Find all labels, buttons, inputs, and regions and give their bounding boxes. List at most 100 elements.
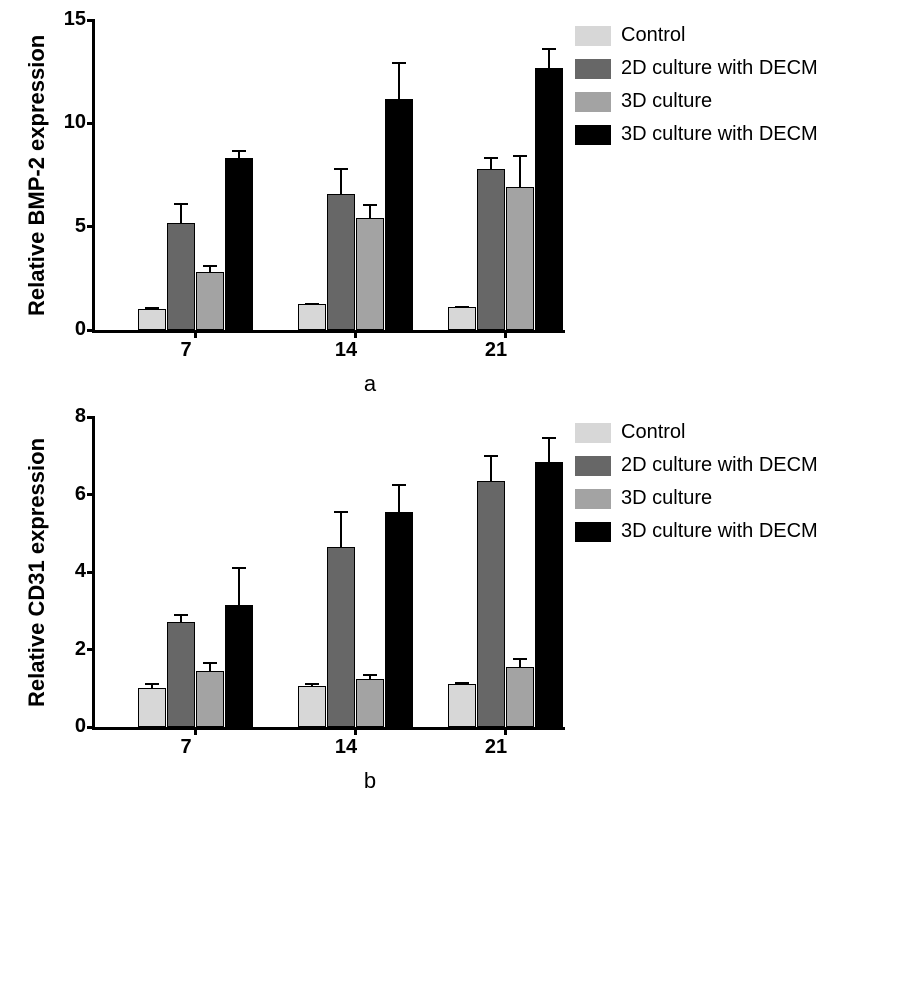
bar xyxy=(225,158,253,330)
error-bar xyxy=(461,682,463,686)
legend-a: Control 2D culture with DECM 3D culture 3D … xyxy=(565,20,818,156)
bar xyxy=(167,223,195,330)
error-bar xyxy=(490,157,492,169)
error-cap xyxy=(455,306,469,308)
x-tick-label: 7 xyxy=(180,736,191,759)
error-bar xyxy=(519,155,521,188)
panel-a: Relative BMP-2 expression 051015 71421 C… xyxy=(20,20,879,397)
legend-swatch xyxy=(575,456,611,476)
x-tick-label: 21 xyxy=(485,339,507,362)
legend-label: 3D culture with DECM xyxy=(621,123,818,146)
y-tick-label: 8 xyxy=(75,406,86,426)
error-cap xyxy=(484,157,498,159)
y-tick-label: 5 xyxy=(75,216,86,236)
plot-area-a xyxy=(92,20,565,333)
error-cap xyxy=(513,155,527,157)
x-tick-label: 14 xyxy=(335,736,357,759)
legend-swatch xyxy=(575,125,611,145)
bar-group xyxy=(298,512,413,727)
y-tick-label: 15 xyxy=(64,9,86,29)
error-bar xyxy=(209,662,211,672)
error-bar xyxy=(311,683,313,687)
error-bar xyxy=(398,484,400,513)
y-tick-label: 0 xyxy=(75,319,86,339)
bar xyxy=(138,309,166,330)
bar xyxy=(448,684,476,727)
y-tick-label: 2 xyxy=(75,639,86,659)
error-cap xyxy=(455,682,469,684)
bar-group xyxy=(138,158,253,330)
legend-b: Control 2D culture with DECM 3D culture 3D … xyxy=(565,417,818,553)
legend-swatch xyxy=(575,489,611,509)
bar xyxy=(196,671,224,727)
x-tick-label: 14 xyxy=(335,339,357,362)
bar xyxy=(225,605,253,727)
plot-area-b xyxy=(92,417,565,730)
bar xyxy=(298,686,326,727)
legend-item: Control xyxy=(575,421,818,444)
error-bar xyxy=(238,150,240,159)
y-tick-mark xyxy=(87,726,95,729)
plot-row-b: 02468 xyxy=(50,417,565,730)
plot-wrap-b: 02468 7 14 21 xyxy=(50,417,565,760)
error-bar xyxy=(311,303,313,305)
bar xyxy=(298,304,326,330)
error-cap xyxy=(542,48,556,50)
bar xyxy=(327,547,355,727)
y-tick-label: 0 xyxy=(75,716,86,736)
legend-swatch xyxy=(575,59,611,79)
legend-item: 3D culture xyxy=(575,487,818,510)
error-bar xyxy=(340,168,342,195)
error-cap xyxy=(392,484,406,486)
panel-b: Relative CD31 expression 02468 7 14 21 Con… xyxy=(20,417,879,794)
ylabel-b: Relative CD31 expression xyxy=(20,417,50,727)
bar-group xyxy=(448,68,563,330)
error-cap xyxy=(484,455,498,457)
y-tick-mark xyxy=(87,648,95,651)
legend-swatch xyxy=(575,423,611,443)
legend-swatch xyxy=(575,522,611,542)
error-bar xyxy=(238,567,240,606)
x-tick-label: 21 xyxy=(485,736,507,759)
error-cap xyxy=(363,204,377,206)
error-cap xyxy=(392,62,406,64)
bar xyxy=(535,462,563,727)
chart-a-container: Relative BMP-2 expression 051015 71421 C… xyxy=(20,20,879,363)
error-cap xyxy=(305,683,319,685)
y-tick-mark xyxy=(87,329,95,332)
legend-swatch xyxy=(575,26,611,46)
plot-row-a: 051015 xyxy=(50,20,565,333)
error-cap xyxy=(232,150,246,152)
x-labels-b: 7 14 21 xyxy=(86,730,556,760)
legend-item: 3D culture with DECM xyxy=(575,520,818,543)
y-tick-mark xyxy=(87,225,95,228)
plot-wrap-a: 051015 71421 xyxy=(50,20,565,363)
bar xyxy=(506,187,534,330)
chart-b-container: Relative CD31 expression 02468 7 14 21 Con… xyxy=(20,417,879,760)
error-cap xyxy=(334,168,348,170)
legend-label: Control xyxy=(621,24,685,47)
legend-item: 2D culture with DECM xyxy=(575,57,818,80)
error-bar xyxy=(519,658,521,668)
error-bar xyxy=(151,307,153,310)
error-cap xyxy=(334,511,348,513)
legend-label: 3D culture xyxy=(621,487,712,510)
bar-group xyxy=(298,99,413,330)
x-labels-a: 71421 xyxy=(86,333,556,363)
error-cap xyxy=(203,662,217,664)
bar xyxy=(356,679,384,727)
y-tick-mark xyxy=(87,493,95,496)
error-cap xyxy=(174,614,188,616)
bar xyxy=(477,481,505,727)
bar xyxy=(477,169,505,330)
error-cap xyxy=(174,203,188,205)
legend-swatch xyxy=(575,92,611,112)
bar xyxy=(167,622,195,727)
legend-item: 2D culture with DECM xyxy=(575,454,818,477)
error-bar xyxy=(548,48,550,69)
error-cap xyxy=(363,674,377,676)
error-cap xyxy=(542,437,556,439)
legend-item: 3D culture xyxy=(575,90,818,113)
y-tick-mark xyxy=(87,122,95,125)
error-bar xyxy=(461,306,463,308)
